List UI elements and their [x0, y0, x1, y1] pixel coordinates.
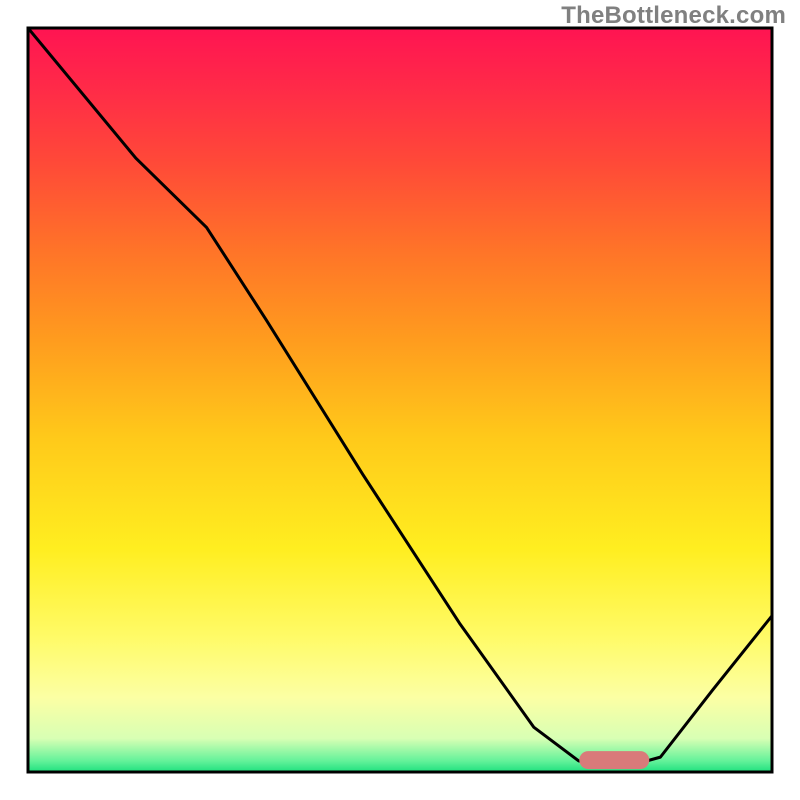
gradient-background	[28, 28, 772, 772]
optimal-marker	[579, 751, 649, 769]
chart-container: TheBottleneck.com	[0, 0, 800, 800]
bottleneck-chart	[0, 0, 800, 800]
